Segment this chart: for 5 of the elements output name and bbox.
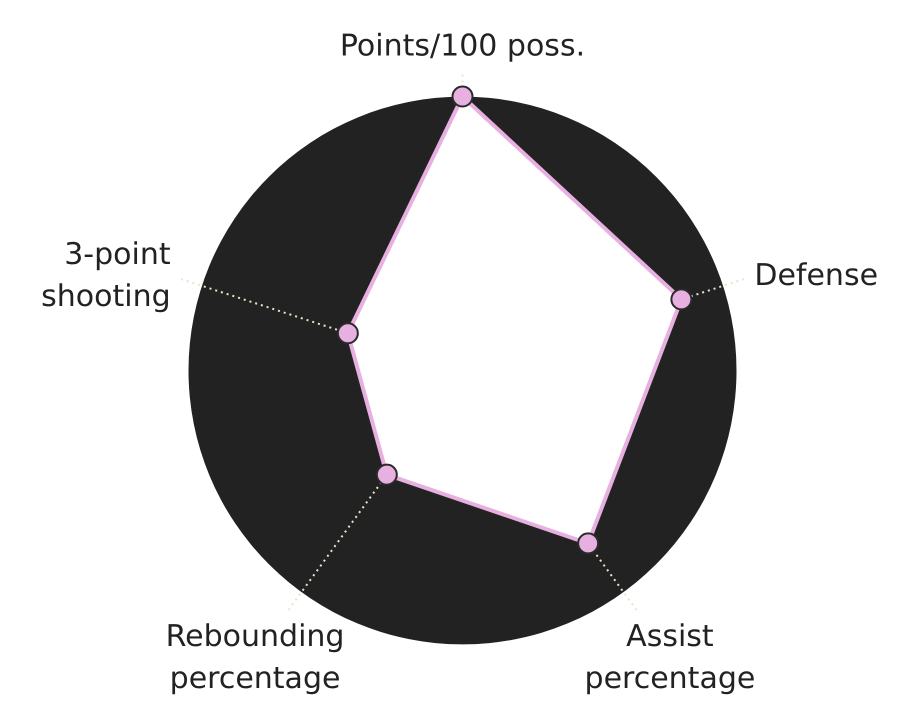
spoke-label: Rebounding percentage xyxy=(166,618,344,696)
spoke-label: Assist percentage xyxy=(584,618,756,696)
spoke-label: Defense xyxy=(754,258,878,294)
spoke-label: Points/100 poss. xyxy=(340,28,586,64)
spoke-label: 3-point shooting xyxy=(41,237,171,314)
